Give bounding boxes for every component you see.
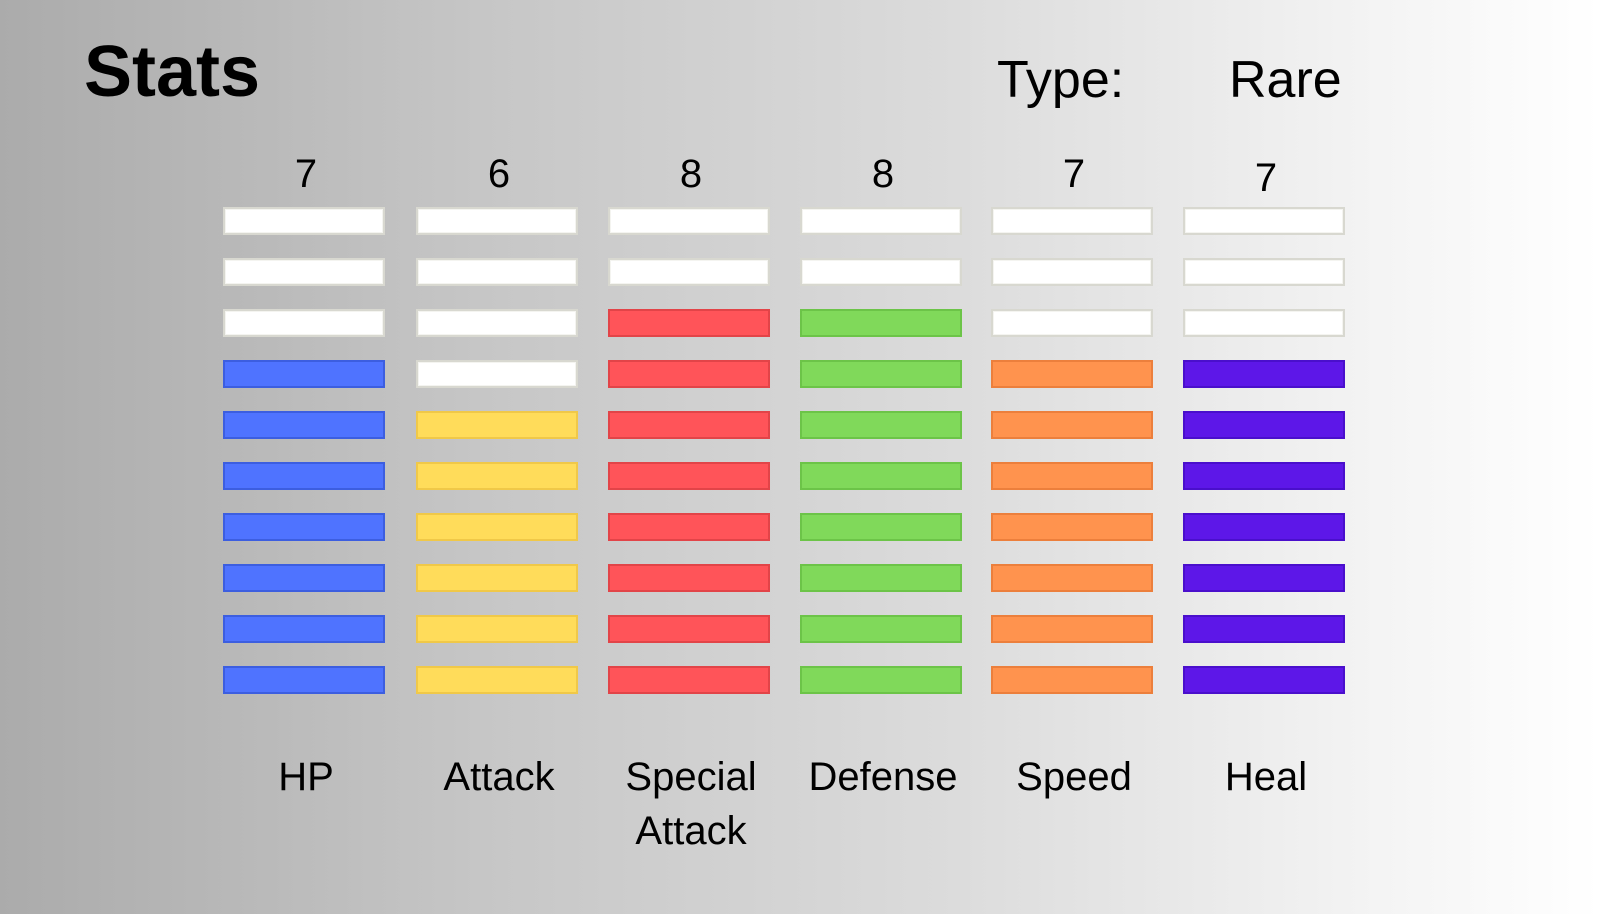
bar-segment [1183,258,1345,286]
stat-column-defense: 8 Defense [800,150,966,850]
bar-segment [991,360,1153,388]
stat-value: 7 [294,152,318,196]
bar-segment [416,207,578,235]
bar-segment [800,513,962,541]
stats-title: Stats [84,32,261,112]
bar-segment [991,513,1153,541]
bar-segment [991,564,1153,592]
bar-segment [223,258,385,286]
bar-segment [800,462,962,490]
type-value: Rare [1229,51,1342,109]
stat-value: 8 [871,152,895,196]
stat-label: Speed [1016,755,1132,799]
bar-segment [991,258,1153,286]
bar-segment [1183,513,1345,541]
bar-segment [608,615,770,643]
bar-segment [223,360,385,388]
type-label: Type: [997,51,1125,109]
bar-segment [1183,309,1345,337]
bar-segment [1183,207,1345,235]
bar-segment [416,564,578,592]
stat-value: 8 [679,152,703,196]
bar-segment [991,462,1153,490]
stat-column-speed: 7 Speed [991,150,1157,850]
bar-segment [608,462,770,490]
bar-segment [223,513,385,541]
stat-column-hp: 7 HP [223,150,389,850]
bar-segment [416,615,578,643]
bar-segment [223,309,385,337]
bar-segment [223,615,385,643]
bar-segment [416,309,578,337]
bar-segment [991,615,1153,643]
bar-segment [416,462,578,490]
stat-label: Special Attack [625,755,757,853]
bar-segment [608,207,770,235]
bar-segment [608,564,770,592]
bar-segment [800,207,962,235]
stat-label: Defense [808,755,958,799]
bar-segment [416,513,578,541]
bar-segment [223,564,385,592]
bar-segment [800,615,962,643]
bar-segment [1183,360,1345,388]
stat-value: 7 [1254,156,1278,200]
bar-segment [416,666,578,694]
stat-column-attack: 6 Attack [416,150,582,850]
stat-column-special-attack: 8 Special Attack [608,150,774,853]
bar-segment [608,666,770,694]
bar-segment [991,411,1153,439]
bar-segment [608,360,770,388]
bar-segment [416,411,578,439]
bar-segment [800,258,962,286]
bar-segment [800,666,962,694]
bar-segment [608,258,770,286]
bar-segment [1183,564,1345,592]
bar-segment [223,666,385,694]
bar-segment [1183,615,1345,643]
stat-label: Heal [1224,755,1308,799]
bar-segment [416,258,578,286]
bar-segment [608,309,770,337]
bar-segment [1183,462,1345,490]
bar-segment [991,207,1153,235]
bar-segment [416,360,578,388]
bar-segment [800,564,962,592]
bar-segment [800,360,962,388]
bar-segment [1183,666,1345,694]
bar-segment [991,666,1153,694]
stat-column-heal: 7 Heal [1183,150,1349,850]
bar-segment [223,207,385,235]
bar-segment [223,411,385,439]
bar-segment [800,411,962,439]
bar-segment [608,411,770,439]
stat-value: 7 [1062,152,1086,196]
bar-segment [800,309,962,337]
bar-segment [991,309,1153,337]
bar-segment [223,462,385,490]
bar-segment [608,513,770,541]
bar-segment [1183,411,1345,439]
stat-label: Attack [443,755,555,799]
stat-label: HP [278,755,334,799]
stat-value: 6 [487,152,511,196]
